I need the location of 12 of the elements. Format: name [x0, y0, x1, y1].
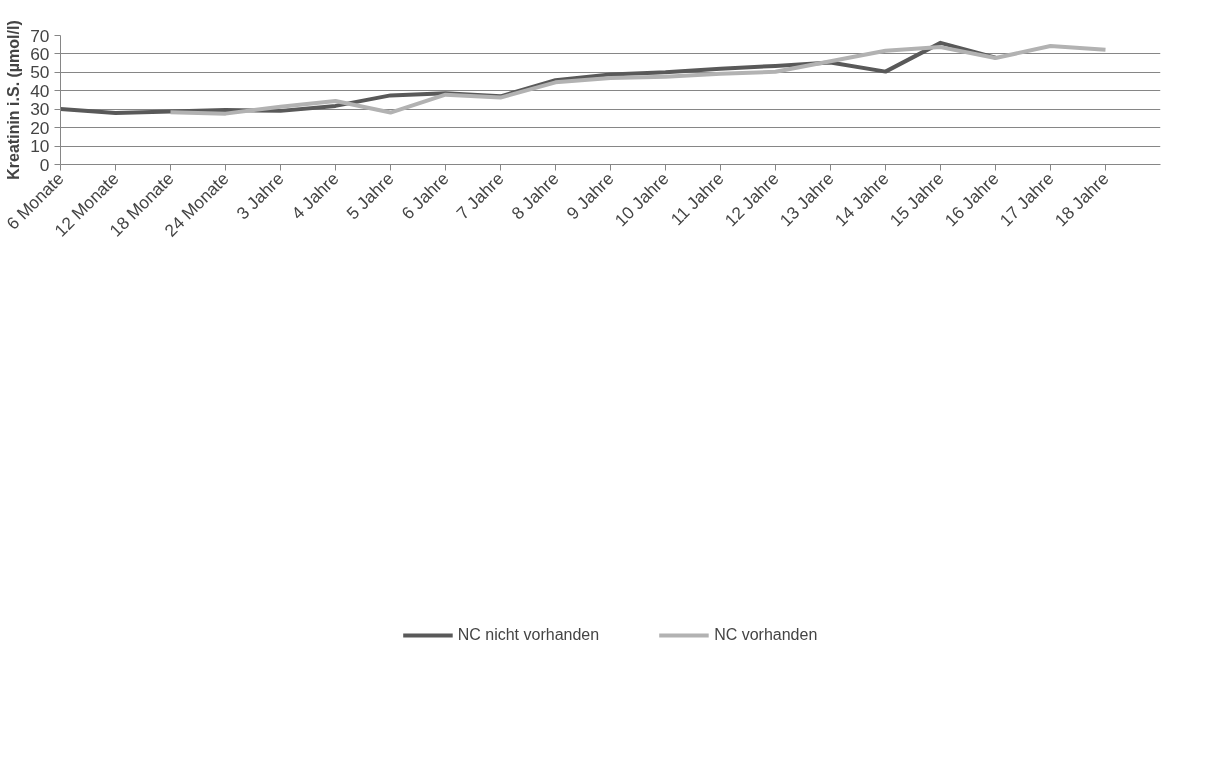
- y-tick-label: 10: [30, 136, 50, 157]
- y-tick-label: 40: [30, 80, 50, 101]
- y-tick-label: 30: [30, 99, 50, 120]
- y-tick-label: 20: [30, 117, 50, 138]
- y-axis-title: Kreatinin i.S. (µmol/l): [5, 20, 23, 180]
- y-tick-label: 70: [30, 25, 50, 46]
- line-series: [168, 44, 1108, 116]
- y-tick-label: 60: [30, 43, 50, 64]
- legend-label: NC vorhanden: [714, 626, 818, 644]
- legend-label: NC nicht vorhanden: [457, 626, 600, 644]
- y-tick-label: 50: [30, 62, 50, 83]
- y-tick-label: 0: [39, 154, 50, 175]
